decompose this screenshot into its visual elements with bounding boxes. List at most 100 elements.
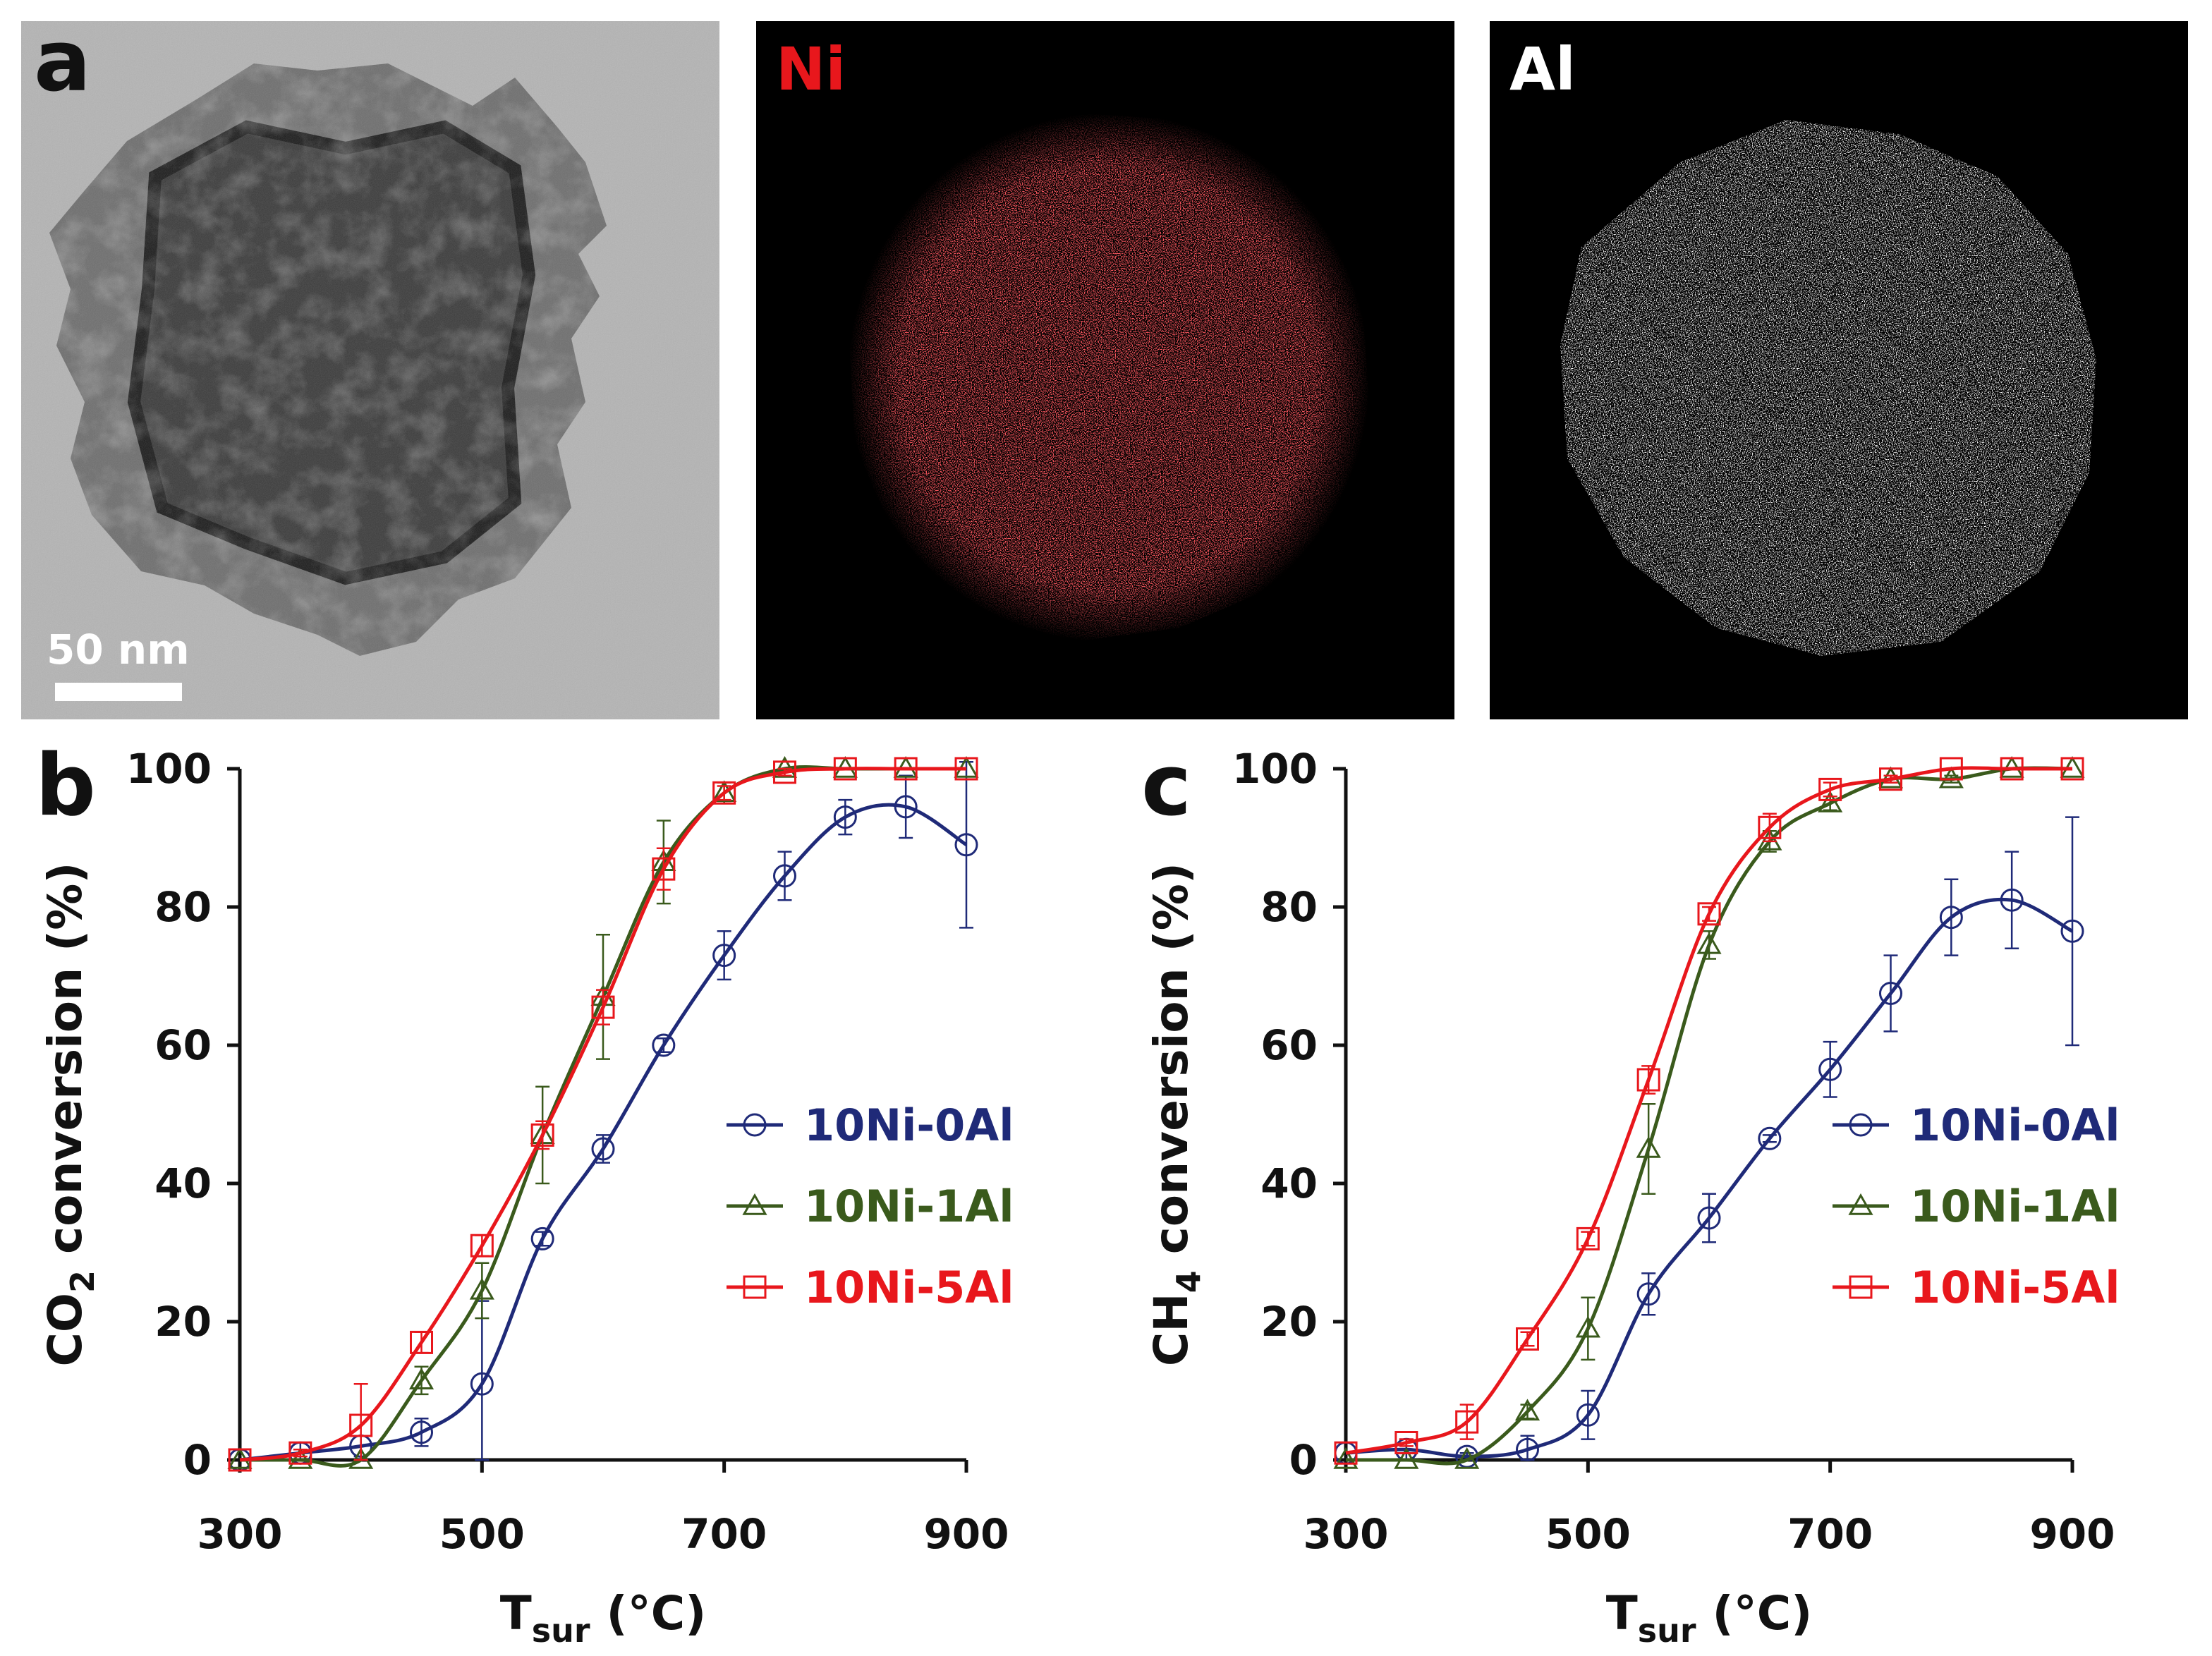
y-tick-label: 60 [1260,1021,1318,1069]
y-tick-label: 40 [154,1159,212,1207]
legend-label: 10Ni-1Al [1910,1181,2120,1232]
data-point [1939,906,1963,930]
data-point [348,1447,374,1469]
x-tick-label: 700 [681,1510,767,1558]
legend-label: 10Ni-1Al [804,1181,1014,1232]
data-point [410,1420,433,1444]
data-point [1697,1206,1721,1230]
x-tick-label: 700 [1787,1510,1873,1558]
y-axis-label: CH4 conversion (%) [1144,863,1208,1366]
data-point [1636,1282,1660,1306]
y-tick-label: 0 [1289,1436,1318,1484]
y-tick-label: 40 [1260,1159,1318,1207]
legend-marker [1848,1193,1873,1215]
data-point [833,757,857,781]
data-point [772,755,798,778]
x-tick-label: 900 [2029,1510,2115,1558]
data-point [712,944,736,968]
y-tick-label: 0 [183,1436,212,1484]
data-point [2060,919,2084,943]
data-point [1514,1399,1540,1421]
data-point [1636,1068,1660,1092]
data-point [1818,790,1843,812]
legend-label: 10Ni-0Al [804,1100,1014,1151]
series-line [1345,897,2074,1459]
data-point [1333,1447,1359,1469]
x-tick-label: 300 [197,1510,282,1558]
data-point [530,1226,554,1250]
series-10Ni-5Al [228,757,978,1472]
data-point [1455,1410,1479,1434]
data-point [288,1441,312,1465]
data-point [469,1277,494,1300]
panel-label-a: a [34,13,91,111]
legend-marker [743,1113,767,1137]
data-point [1576,1226,1600,1250]
data-point [1818,777,1842,801]
legend-marker [1849,1275,1873,1299]
data-point [349,1413,373,1437]
x-tick-label: 500 [439,1510,525,1558]
data-point [470,1234,494,1258]
particle-image [21,21,719,719]
x-tick-label: 900 [923,1510,1009,1558]
series-10Ni-5Al [1334,757,2084,1465]
data-point [228,1448,252,1472]
data-point [2060,757,2084,781]
data-point [1758,815,1782,839]
data-point [470,1372,494,1396]
co2-conversion-chart: b 0 20 40 60 80 100 300 500 700 900 Tsur (°C) CO2 co… [35,737,1014,1650]
data-point [1636,1136,1661,1158]
data-point [1576,1403,1600,1427]
data-point [1454,1447,1480,1469]
al-elemental-map [1490,21,2188,719]
data-point [1938,766,1964,789]
data-point [712,781,736,805]
legend-label: 10Ni-0Al [1910,1100,2120,1151]
legend-marker [743,1275,767,1299]
data-point [1575,1315,1600,1338]
data-point [1939,757,1963,781]
panel-label-c: c [1141,737,1191,835]
series-line [1345,766,2072,1455]
al-dot-map [1560,120,2096,656]
x-tick-label: 300 [1303,1510,1388,1558]
data-point [591,995,615,1019]
data-point [894,795,918,819]
data-point [1394,1447,1419,1469]
y-tick-label: 60 [154,1021,212,1069]
data-point [1696,932,1722,954]
scale-bar [55,683,182,701]
data-point [1879,982,1902,1005]
data-point [833,805,857,829]
data-point [1334,1441,1358,1465]
data-point [408,1368,435,1390]
data-point [773,864,796,888]
y-tick-label: 20 [1260,1298,1318,1346]
data-point [591,1137,615,1161]
legend-marker [1849,1113,1873,1137]
y-tick-label: 80 [154,883,212,931]
data-point [712,780,737,803]
x-axis-label: Tsur (°C) [1606,1586,1813,1650]
data-point [652,1033,676,1057]
scale-bar-label: 50 nm [47,626,190,674]
ni-dot-map [848,113,1370,642]
y-axis-label: CO2 conversion (%) [38,863,102,1367]
data-point [288,1447,313,1469]
legend-marker [742,1193,767,1215]
al-map-label: Al [1509,35,1576,104]
data-point [1516,1437,1539,1461]
data-point [1818,1057,1842,1081]
data-point [773,760,796,784]
y-tick-label: 100 [1232,745,1318,793]
data-point [1758,1126,1782,1150]
y-tick-label: 20 [154,1298,212,1346]
data-point [1697,902,1721,926]
data-point [2000,757,2024,781]
ni-elemental-map [756,21,1454,719]
tem-image [21,21,719,719]
series-line [239,767,966,1462]
ch4-conversion-chart: c 0 20 40 60 80 100 300 500 700 900 Tsur (°C) CH4 co… [1141,737,2120,1650]
panel-label-b: b [35,737,96,835]
